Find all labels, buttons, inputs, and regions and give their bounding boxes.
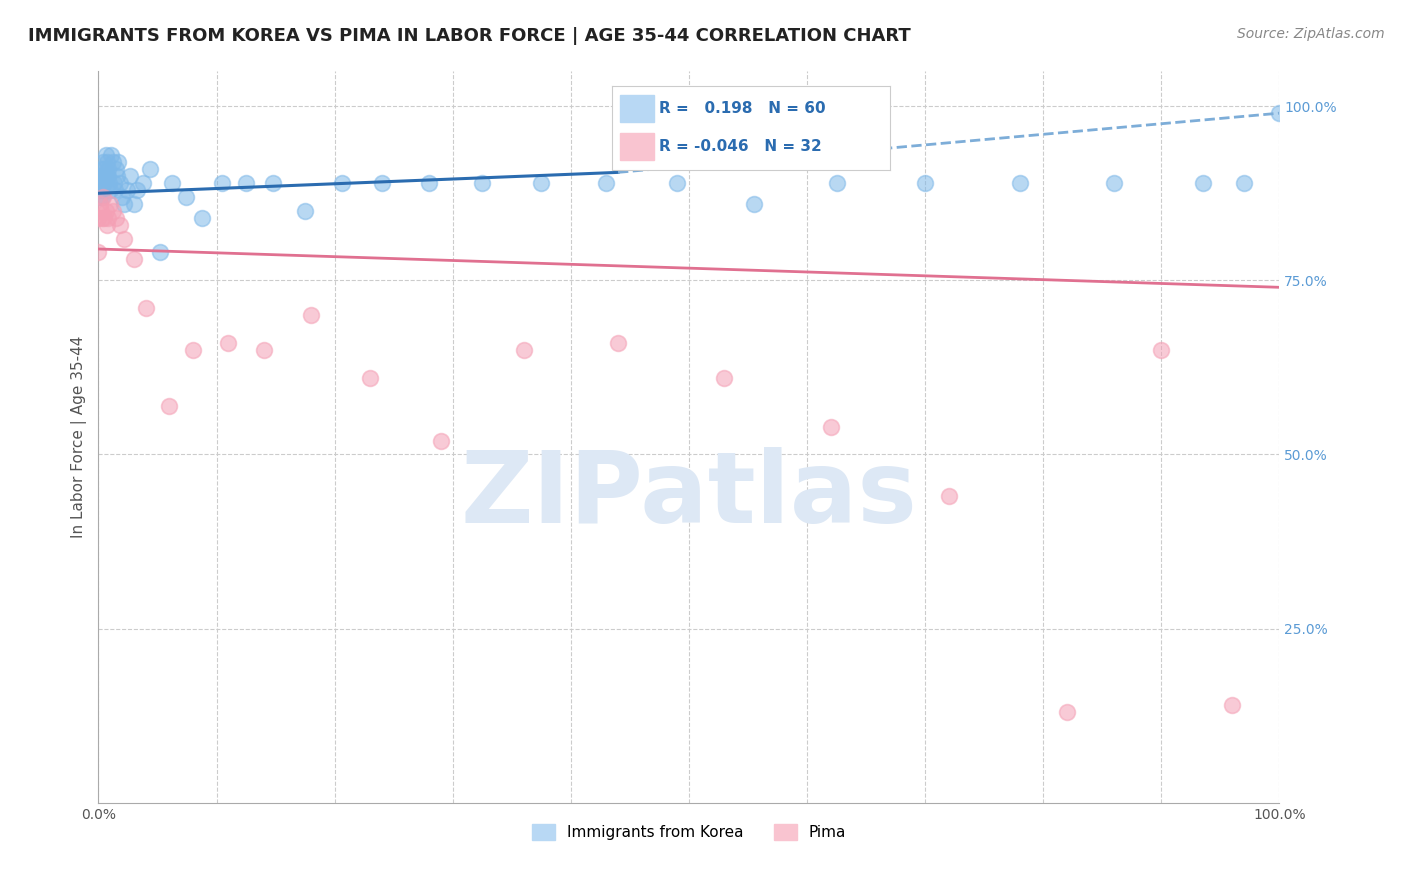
Point	[100, 148, 122, 162]
Point	[139, 161, 162, 176]
Point	[91, 190, 114, 204]
Point	[713, 371, 735, 385]
Point	[127, 183, 149, 197]
Point	[89, 176, 111, 190]
Point	[1102, 176, 1125, 190]
Point	[91, 169, 114, 183]
Point	[742, 196, 765, 211]
Point	[96, 155, 118, 169]
Point	[253, 343, 276, 357]
Point	[157, 399, 180, 413]
Point	[98, 176, 121, 190]
Point	[90, 183, 112, 197]
Point	[91, 155, 114, 169]
Point	[299, 308, 322, 322]
Point	[217, 336, 239, 351]
Point	[938, 489, 960, 503]
Point	[104, 183, 127, 197]
Point	[87, 169, 110, 183]
Point	[914, 176, 936, 190]
Point	[1220, 698, 1243, 713]
Point	[91, 176, 114, 190]
Point	[530, 176, 553, 190]
Point	[1233, 176, 1256, 190]
Point	[191, 211, 214, 225]
Point	[666, 176, 689, 190]
Point	[87, 211, 110, 225]
Y-axis label: In Labor Force | Age 35-44: In Labor Force | Age 35-44	[72, 336, 87, 538]
Point	[1268, 106, 1291, 120]
Point	[135, 301, 157, 316]
Point	[93, 161, 115, 176]
Point	[94, 203, 117, 218]
Point	[91, 169, 114, 183]
Point	[97, 211, 120, 225]
Point	[825, 176, 848, 190]
Point	[122, 196, 145, 211]
Legend: Immigrants from Korea, Pima: Immigrants from Korea, Pima	[526, 818, 852, 847]
Point	[235, 176, 257, 190]
Point	[512, 343, 534, 357]
Point	[607, 336, 630, 351]
Point	[105, 211, 128, 225]
Point	[107, 155, 129, 169]
Point	[97, 169, 120, 183]
Point	[371, 176, 394, 190]
Point	[105, 161, 128, 176]
Point	[94, 148, 117, 162]
Point	[91, 211, 114, 225]
Point	[359, 371, 381, 385]
Point	[1056, 705, 1078, 719]
Point	[122, 252, 145, 267]
Point	[120, 169, 142, 183]
Point	[101, 155, 124, 169]
Point	[330, 176, 353, 190]
Point	[418, 176, 440, 190]
Point	[294, 203, 316, 218]
Point	[89, 196, 111, 211]
Point	[160, 176, 183, 190]
Point	[98, 183, 121, 197]
Point	[87, 245, 110, 260]
Point	[98, 196, 121, 211]
Point	[112, 231, 135, 245]
Point	[1150, 343, 1173, 357]
Point	[211, 176, 233, 190]
Point	[94, 169, 117, 183]
Point	[90, 203, 112, 218]
Point	[112, 196, 135, 211]
Text: ZIPatlas: ZIPatlas	[461, 447, 917, 544]
Point	[105, 169, 128, 183]
Text: Source: ZipAtlas.com: Source: ZipAtlas.com	[1237, 27, 1385, 41]
Point	[471, 176, 494, 190]
Point	[89, 190, 111, 204]
Point	[96, 169, 118, 183]
Point	[108, 176, 131, 190]
Point	[262, 176, 284, 190]
Point	[1008, 176, 1031, 190]
Point	[430, 434, 453, 448]
Point	[93, 211, 115, 225]
Point	[93, 176, 115, 190]
Point	[90, 161, 112, 176]
Point	[101, 203, 124, 218]
Point	[181, 343, 204, 357]
Point	[132, 176, 155, 190]
Point	[595, 176, 617, 190]
Point	[91, 190, 114, 204]
Point	[97, 161, 120, 176]
Point	[111, 190, 134, 204]
Point	[820, 419, 842, 434]
Point	[115, 183, 138, 197]
Point	[103, 176, 125, 190]
Point	[1191, 176, 1213, 190]
Text: IMMIGRANTS FROM KOREA VS PIMA IN LABOR FORCE | AGE 35-44 CORRELATION CHART: IMMIGRANTS FROM KOREA VS PIMA IN LABOR F…	[28, 27, 911, 45]
Point	[149, 245, 172, 260]
Point	[87, 183, 110, 197]
Point	[108, 218, 131, 232]
Point	[96, 218, 118, 232]
Point	[174, 190, 197, 204]
